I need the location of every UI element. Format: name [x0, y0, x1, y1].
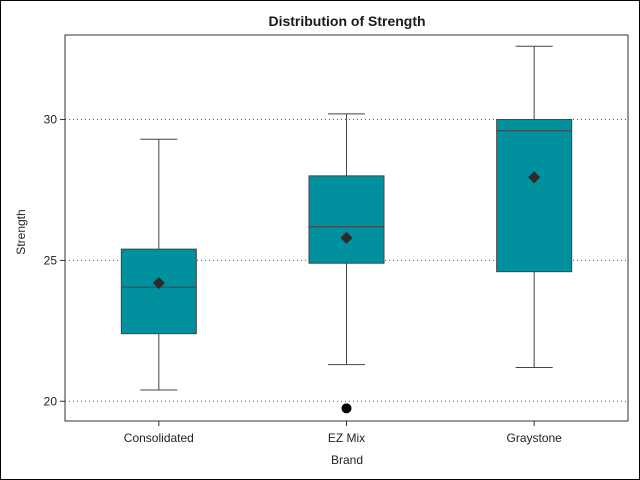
- boxes: [120, 45, 573, 414]
- chart-title: Distribution of Strength: [268, 13, 425, 29]
- y-tick-label: 20: [44, 394, 58, 408]
- iqr-box: [496, 119, 573, 273]
- mean-marker: [152, 276, 165, 289]
- iqr-box: [120, 248, 197, 335]
- iqr-box: [308, 175, 385, 264]
- box-group: [120, 138, 197, 391]
- mean-marker: [528, 171, 541, 184]
- box-group: [496, 45, 573, 368]
- x-tick-label: Graystone: [506, 431, 562, 445]
- y-tick-label: 25: [44, 253, 58, 267]
- x-tick-label: Consolidated: [124, 431, 194, 445]
- axis-ticks: 20 25 30 Consolidated EZ Mix Graystone: [44, 113, 563, 445]
- x-tick-label: EZ Mix: [328, 431, 365, 445]
- x-axis-label: Brand: [331, 453, 363, 467]
- y-axis-label: Strength: [14, 209, 28, 254]
- box-group: [308, 113, 385, 414]
- outlier-point: [341, 403, 352, 414]
- plot-area-border: [64, 34, 629, 422]
- y-tick-label: 30: [44, 113, 58, 127]
- mean-marker: [340, 231, 353, 244]
